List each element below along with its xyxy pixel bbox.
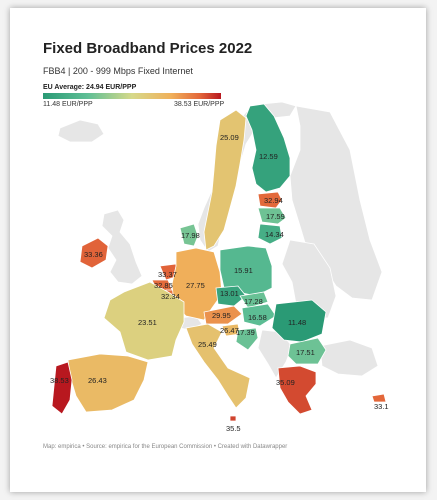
label-romania: 11.48: [288, 318, 306, 327]
label-italy: 25.49: [198, 340, 217, 349]
label-estonia: 32.94: [264, 196, 283, 205]
region-slovakia[interactable]: [239, 291, 269, 309]
label-bulgaria: 17.51: [296, 348, 315, 357]
page-subtitle: FBB4 | 200 - 999 Mbps Fixed Internet: [43, 66, 193, 76]
legend-min-label: 11.48 EUR/PPP: [43, 101, 93, 108]
region-malta[interactable]: [229, 415, 237, 422]
label-poland: 15.91: [234, 266, 253, 275]
label-slovakia: 17.28: [244, 297, 263, 306]
region-estonia[interactable]: [257, 191, 283, 209]
label-cyprus: 33.1: [374, 402, 389, 411]
label-ireland: 33.36: [84, 250, 103, 259]
region-portugal[interactable]: [51, 361, 73, 415]
region-finland[interactable]: [245, 103, 291, 193]
label-germany: 27.75: [186, 281, 205, 290]
label-spain: 26.43: [88, 376, 107, 385]
region-latvia[interactable]: [257, 207, 287, 225]
label-belgium: 32.85: [154, 281, 173, 290]
label-netherlands: 33.37: [158, 270, 177, 279]
region-france[interactable]: [103, 281, 185, 361]
uk-shape: [101, 209, 143, 285]
region-bulgaria[interactable]: [287, 337, 327, 365]
label-luxembourg: 32.34: [161, 292, 180, 301]
region-sweden[interactable]: [203, 109, 247, 251]
label-malta: 35.5: [226, 424, 241, 433]
label-finland: 12.59: [259, 152, 278, 161]
turkey-shape: [319, 339, 379, 377]
page-title: Fixed Broadband Prices 2022: [43, 40, 253, 57]
region-greece[interactable]: [277, 365, 317, 415]
legend-title: EU Average: 24.94 EUR/PPP: [43, 84, 137, 91]
region-ireland[interactable]: [79, 237, 109, 269]
iceland-shape: [57, 119, 105, 143]
region-romania[interactable]: [271, 299, 327, 343]
label-croatia: 17.39: [236, 328, 255, 337]
legend-max-label: 38.53 EUR/PPP: [174, 101, 225, 108]
label-denmark: 17.98: [181, 231, 200, 240]
region-denmark[interactable]: [179, 223, 199, 247]
region-italy[interactable]: [185, 323, 251, 409]
label-greece: 35.09: [276, 378, 295, 387]
label-czechia: 13.01: [220, 289, 239, 298]
map-footer-credits: Map: empirica • Source: empirica for the…: [43, 444, 288, 450]
value-labels: 25.09 12.59 32.94 17.59 14.34 17.98 33.3…: [50, 133, 389, 433]
label-slovenia: 26.47: [220, 326, 239, 335]
region-czechia[interactable]: [215, 285, 247, 307]
legend-gradient-bar: [43, 93, 221, 99]
region-spain[interactable]: [67, 353, 149, 413]
label-sweden: 25.09: [220, 133, 239, 142]
eu-countries: [51, 103, 387, 422]
region-hungary[interactable]: [241, 303, 277, 327]
label-latvia: 17.59: [266, 212, 285, 221]
region-cyprus[interactable]: [371, 393, 387, 403]
label-portugal: 38.53: [50, 376, 69, 385]
label-austria: 29.95: [212, 311, 231, 320]
label-lithuania: 14.34: [265, 230, 284, 239]
label-france: 23.51: [138, 318, 157, 327]
label-hungary: 16.58: [248, 313, 267, 322]
region-austria[interactable]: [203, 305, 243, 325]
region-croatia[interactable]: [235, 327, 259, 351]
region-lithuania[interactable]: [257, 223, 283, 245]
